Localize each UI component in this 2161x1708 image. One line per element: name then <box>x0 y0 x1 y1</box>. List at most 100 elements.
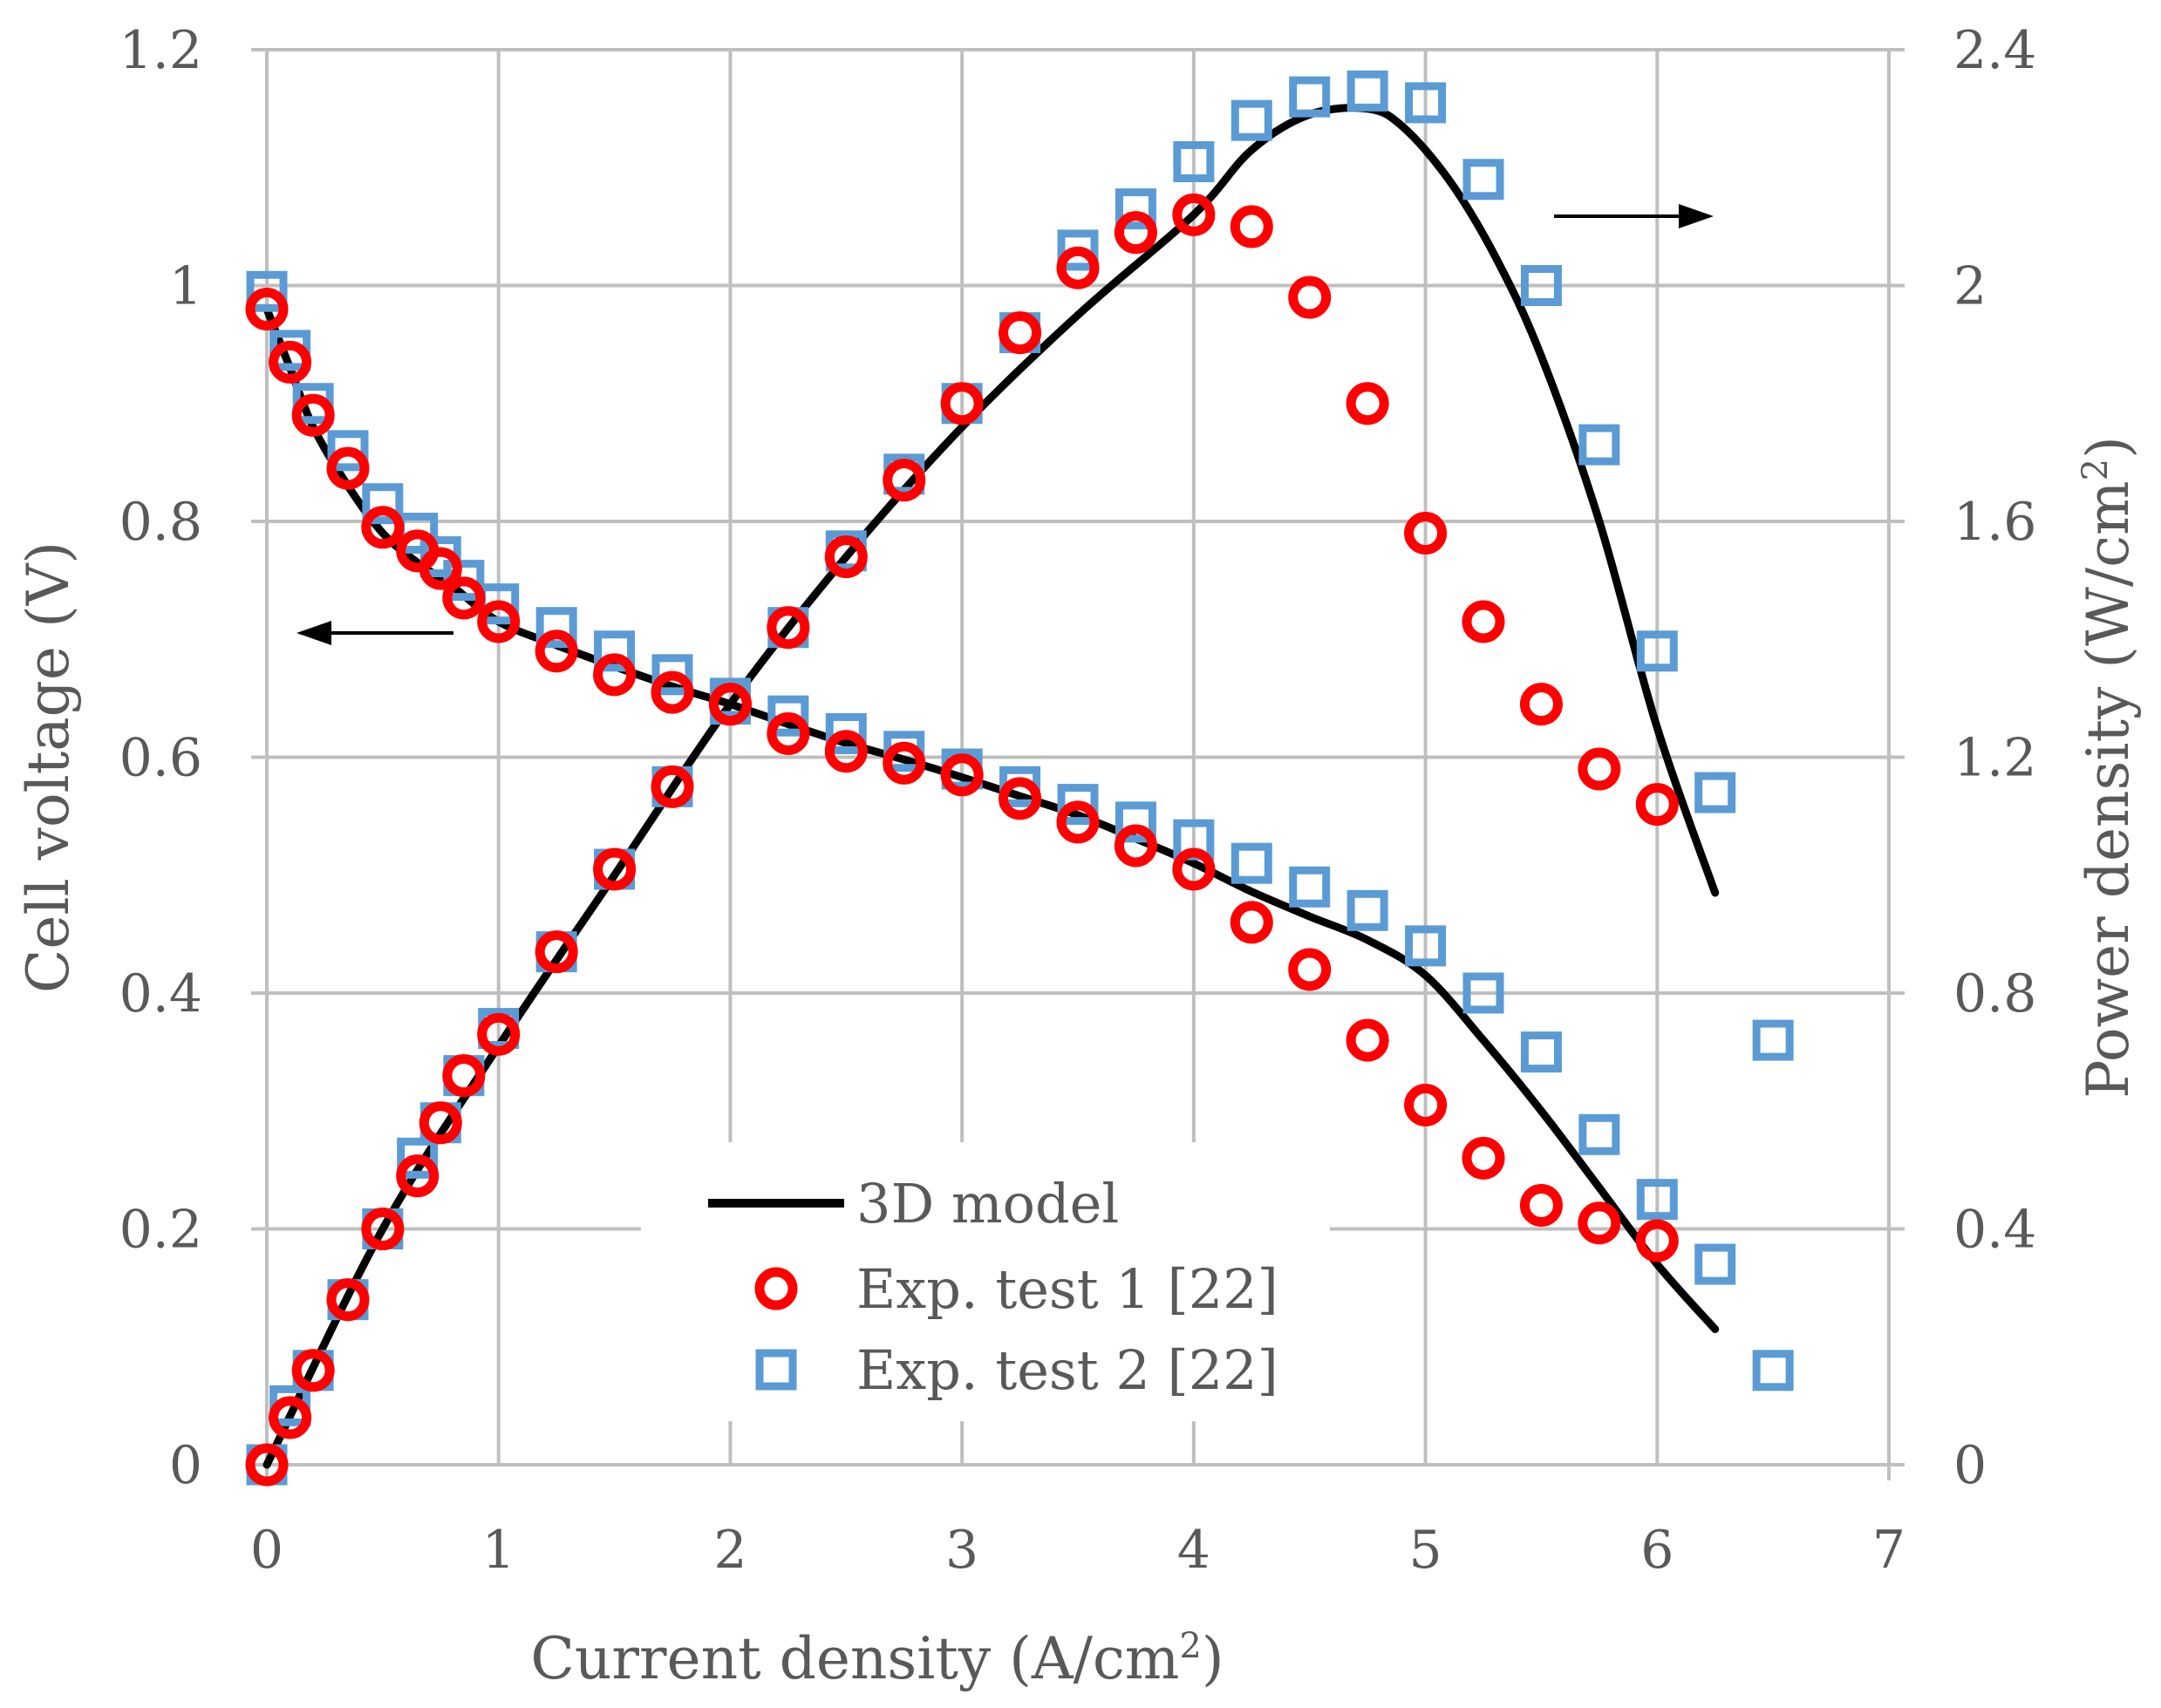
test1-point-left <box>442 576 486 620</box>
x-tick-label: 4 <box>1177 1520 1210 1581</box>
y-left-tick-label: 0.4 <box>119 963 202 1024</box>
test1-point-left <box>593 653 637 697</box>
test1-point-right <box>291 1349 335 1392</box>
test1-point-right <box>708 683 752 726</box>
y-right-tick-label: 1.2 <box>1953 728 2036 789</box>
test1-point-left <box>1462 1136 1505 1180</box>
test2-point-right <box>1173 140 1215 182</box>
test2-point-right <box>1057 229 1099 271</box>
y-left-tick-label: 0.8 <box>119 492 202 553</box>
test1-point-left <box>1404 1083 1448 1126</box>
test1-point-right <box>1172 193 1216 236</box>
y-right-tick-label: 0.4 <box>1953 1200 2036 1261</box>
y-left-tick-label: 0 <box>169 1435 202 1496</box>
test1-point-left <box>1519 1183 1563 1227</box>
test1-point-right <box>1404 512 1448 555</box>
test1-point-right <box>1462 600 1505 643</box>
test1-point-left <box>245 288 289 331</box>
test1-point-right <box>1230 205 1273 248</box>
x-axis-title: Current density (A/cm2) <box>530 1625 1224 1692</box>
x-tick-label: 0 <box>250 1520 283 1581</box>
right-axis-arrow <box>1554 204 1714 228</box>
x-tick-label: 2 <box>713 1520 746 1581</box>
test2-point-right <box>1578 424 1620 466</box>
test1-point-right <box>1519 683 1563 726</box>
test1-point-right <box>269 1396 312 1439</box>
y-right-tick-label: 0.8 <box>1953 963 2036 1024</box>
y-right-tick-label: 2.4 <box>1953 20 2036 81</box>
test2-point-left <box>1346 889 1388 931</box>
y-axis-left-title: Cell voltage (V) <box>15 541 82 993</box>
test2-point-left <box>327 430 369 472</box>
test1-point-left <box>291 393 335 437</box>
y-right-tick-label: 0 <box>1953 1435 1987 1496</box>
test2-point-right <box>1462 159 1504 201</box>
test1-point-right <box>1114 211 1157 255</box>
test1-point-left <box>419 547 462 590</box>
left-axis-arrow <box>297 621 453 645</box>
test1-point-left <box>940 753 984 797</box>
test2-point-left <box>1462 972 1504 1014</box>
x-tick-label: 1 <box>482 1520 515 1581</box>
test1-point-right <box>940 382 984 425</box>
test2-point-left <box>767 695 809 737</box>
legend-square-swatch <box>755 1349 797 1391</box>
test2-point-left <box>1405 925 1447 967</box>
test1-point-right <box>767 606 810 650</box>
legend-entry-model: 3D model <box>856 1172 1119 1235</box>
test1-point-right <box>396 1154 440 1198</box>
test1-point-right <box>1346 382 1389 425</box>
test2-point-left <box>362 483 404 525</box>
test1-point-right <box>326 1278 370 1322</box>
test2-point-left <box>594 630 636 672</box>
test2-point-right <box>397 1137 439 1179</box>
test1-point-left <box>1635 1219 1679 1262</box>
test1-point-left <box>1288 948 1332 991</box>
y-left-tick-label: 0.6 <box>119 728 202 789</box>
test2-point-left <box>1636 1179 1678 1221</box>
test2-point-left <box>1752 1350 1794 1392</box>
test1-point-left <box>767 711 810 755</box>
test2-point-left <box>246 270 288 312</box>
model-line-left <box>262 305 1720 1333</box>
test1-point-left <box>651 670 694 714</box>
test2-point-right <box>1636 630 1678 672</box>
test1-point-right <box>245 1443 289 1487</box>
test2-point-left <box>825 712 867 754</box>
tick-labels-layer: 0 1 2 3 4 5 6 70 00.2 0.40.4 0.80.6 1.20.8 1.61 21.2 2… <box>119 20 2037 1581</box>
test1-point-left <box>999 777 1042 820</box>
test2-point-right <box>1289 76 1331 118</box>
legend-entry-test1: Exp. test 1 [22] <box>856 1257 1278 1321</box>
x-tick-label: 6 <box>1640 1520 1674 1581</box>
test1-point-right <box>1056 246 1100 289</box>
test2-point-right <box>1230 99 1272 141</box>
test1-point-left <box>1056 800 1100 844</box>
test2-point-left <box>1289 866 1331 908</box>
markers-layer <box>245 70 1794 1487</box>
test2-point-right <box>1405 82 1447 124</box>
legend: 3D model Exp. test 1 [22] Exp. test 2 [2… <box>641 1142 1330 1421</box>
test1-point-right <box>593 847 637 891</box>
y-left-tick-label: 1 <box>169 256 202 317</box>
test2-point-right <box>1752 1019 1794 1061</box>
x-tick-label: 5 <box>1408 1520 1442 1581</box>
test2-point-left <box>1520 1031 1562 1073</box>
test2-point-left <box>1694 1243 1736 1285</box>
y-left-tick-label: 0.2 <box>119 1200 202 1261</box>
test1-point-left <box>1230 901 1273 944</box>
test2-point-right <box>1346 70 1388 112</box>
test1-point-left <box>269 340 312 384</box>
test1-point-left <box>883 741 926 785</box>
legend-circle-swatch <box>754 1267 798 1310</box>
test1-point-right <box>442 1054 486 1098</box>
test1-point-right <box>477 1012 521 1056</box>
legend-entry-test2: Exp. test 2 [22] <box>856 1338 1278 1402</box>
test2-point-left <box>651 654 693 696</box>
test1-point-left <box>1346 1018 1389 1062</box>
test2-point-left <box>1230 842 1272 884</box>
test1-point-left <box>1172 847 1216 891</box>
test2-point-left <box>1115 801 1156 843</box>
test1-point-right <box>883 459 926 502</box>
